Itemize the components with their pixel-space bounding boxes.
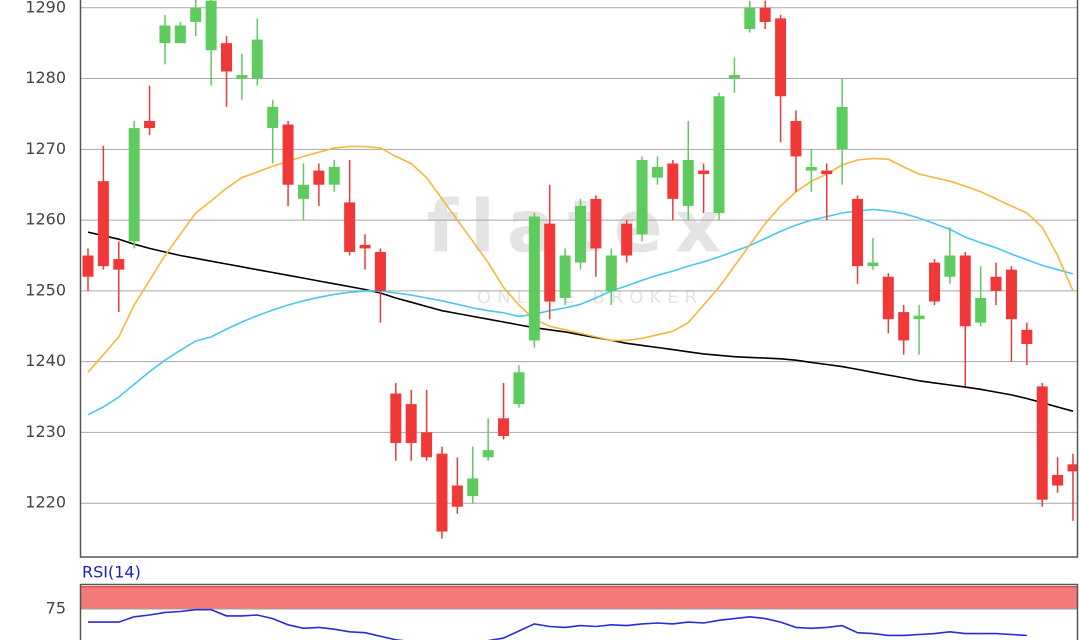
candle-body (959, 255, 971, 327)
candle-body (821, 170, 833, 175)
indicator-line (87, 145, 1074, 373)
panel-title: RSI(14) (82, 563, 141, 582)
main-plot: flatexONLINE BROKER (80, 0, 1078, 539)
candle-body (944, 255, 956, 277)
candle-body (513, 372, 525, 405)
indicator-line (87, 208, 1074, 416)
y-tick-label: 1230 (25, 422, 66, 441)
candle-body (790, 121, 802, 157)
candle-body (82, 255, 94, 277)
candle-body (667, 163, 679, 199)
candle-body (421, 432, 433, 458)
candle-body (344, 202, 356, 252)
labels: 1220 1230 1240 1250 1260 1270 1280 1290 75 RSI(14… (25, 0, 1079, 640)
candle-body (221, 43, 233, 72)
candle-body (236, 75, 248, 79)
candle-body (605, 255, 617, 291)
candle-body (575, 205, 586, 263)
y-tick-label: 1270 (25, 139, 66, 158)
main-plot-border (79, 0, 1079, 558)
y-tick-label: 1280 (25, 68, 66, 87)
candle-body (128, 128, 140, 242)
rsi-plot-border (79, 583, 1079, 640)
candle-body (928, 262, 940, 302)
candle-body (713, 96, 725, 214)
candle-body (728, 75, 740, 79)
y-tick-label: 1260 (25, 210, 66, 229)
candle-body (698, 170, 710, 175)
candle-body (836, 106, 848, 150)
indicator-line (88, 608, 1027, 640)
candle-body (744, 7, 756, 30)
candle-body (759, 7, 771, 22)
candle-body (190, 7, 202, 22)
candle-body (636, 159, 648, 235)
candle-body (1005, 269, 1017, 320)
candle-body (559, 255, 571, 298)
candle-body (775, 18, 787, 97)
y-tick-label: 1290 (25, 0, 66, 16)
candle-body (882, 276, 894, 320)
candle-body (451, 485, 463, 507)
candle-body (975, 297, 987, 323)
candle-body (374, 251, 386, 291)
candle-body (482, 450, 494, 458)
candle-body (97, 181, 109, 267)
candle-body (621, 223, 633, 256)
candle-body (651, 167, 663, 178)
candle-body (1067, 464, 1078, 472)
candle-body (528, 216, 540, 341)
candle-body (544, 223, 556, 302)
rsi-plot (80, 586, 1078, 640)
candle-body (267, 106, 279, 129)
candle-body (990, 276, 1002, 291)
candle-body (313, 170, 325, 185)
candle-body (159, 25, 171, 44)
y-tick-label: 1250 (25, 280, 66, 299)
overbought-band (80, 586, 1078, 610)
candle-body (682, 159, 694, 206)
candle-body (590, 198, 602, 249)
y-tick-label: 1240 (25, 351, 66, 370)
candle-body (436, 453, 448, 532)
candle-body (852, 198, 864, 267)
candle-body (867, 262, 879, 267)
candle-body (359, 244, 371, 249)
candle-body (174, 25, 186, 44)
candle-body (328, 167, 340, 185)
candle-body (898, 312, 910, 341)
candle-body (805, 167, 817, 171)
candle-body (498, 418, 510, 436)
y-tick-label: 1220 (25, 493, 66, 512)
candle-body (913, 315, 925, 320)
candle-body (282, 124, 294, 185)
candle-body (205, 0, 217, 51)
candle-body (467, 478, 479, 497)
y-tick-label: 75 (46, 598, 66, 617)
candle-body (1052, 474, 1064, 486)
candle-body (390, 393, 402, 444)
watermark-subtitle: ONLINE BROKER (477, 287, 703, 308)
candle-body (144, 121, 156, 129)
candle-body (297, 184, 309, 199)
candle-body (405, 404, 417, 444)
candle-body (1021, 329, 1033, 344)
candle-body (1036, 386, 1048, 500)
candle-body (113, 259, 125, 270)
indicator-line (87, 231, 1074, 412)
candle-body (251, 39, 263, 79)
